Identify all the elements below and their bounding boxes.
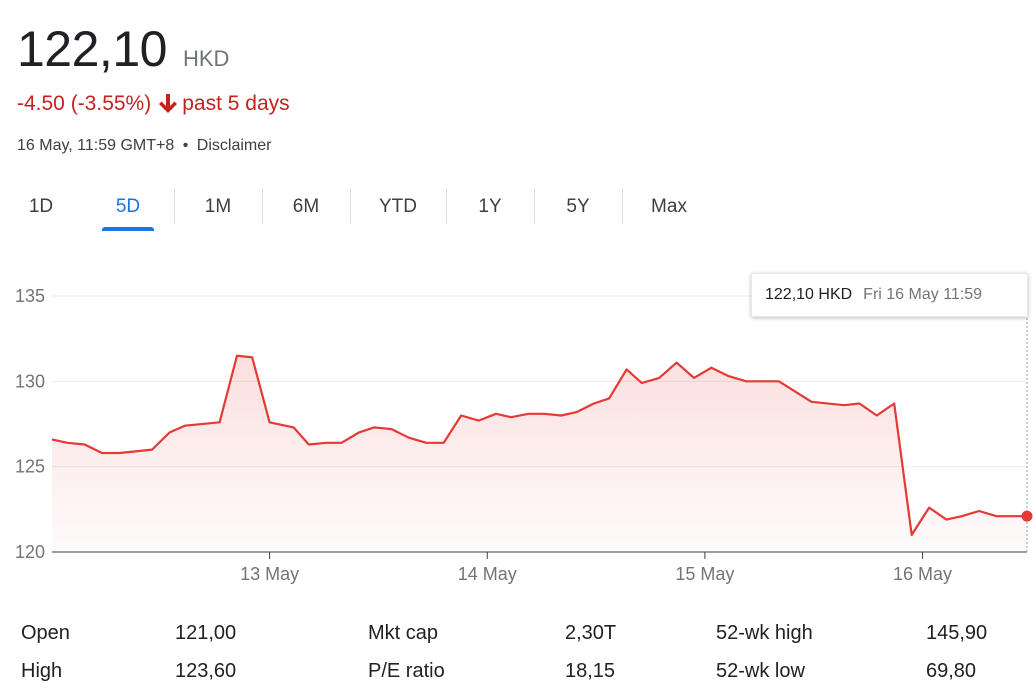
stat-label-high: High (21, 660, 63, 682)
stat-label-open: Open (21, 622, 70, 644)
price-chart[interactable]: 120 125 130 135 13 May 14 May 15 May 16 May (0, 250, 1035, 595)
tab-label: 1M (204, 196, 232, 217)
disclaimer-link[interactable]: Disclaimer (196, 137, 272, 154)
tab-max[interactable]: Max (622, 185, 716, 229)
stat-value-high: 123,60 (175, 660, 237, 682)
tab-6m[interactable]: 6M (262, 185, 350, 229)
stat-value-pe-ratio: 18,15 (565, 660, 616, 682)
quote-header: 122,10 HKD (17, 24, 229, 74)
chart-tooltip: 122,10 HKD Fri 16 May 11:59 (751, 273, 1028, 317)
tab-label: Max (651, 196, 687, 217)
price-series-line (51, 354, 1027, 536)
y-tick-label: 120 (15, 542, 45, 562)
tooltip-date: Fri 16 May 11:59 (863, 286, 983, 303)
stat-value-52wk-high: 145,90 (926, 622, 988, 644)
quote-timestamp: 16 May, 11:59 GMT+8 (17, 137, 175, 154)
y-tick-label: 130 (15, 371, 45, 391)
x-tick-label: 16 May (893, 564, 952, 584)
stat-value-mkt-cap: 2,30T (565, 622, 617, 644)
x-tick-label: 15 May (675, 564, 734, 584)
price-change: -4.50 (-3.55%) (17, 92, 152, 115)
price-area-fill (52, 355, 1027, 552)
tab-1d[interactable]: 1D (0, 185, 82, 229)
meta-separator: • (182, 137, 189, 154)
stat-value-open: 121,00 (175, 622, 237, 644)
stat-label-pe-ratio: P/E ratio (368, 660, 445, 682)
tab-label: 1D (28, 196, 54, 217)
arrow-down-icon (159, 94, 178, 113)
quote-meta: 16 May, 11:59 GMT+8 • Disclaimer (17, 137, 271, 155)
stat-value-52wk-low: 69,80 (926, 660, 977, 682)
tab-5d[interactable]: 5D (82, 185, 174, 231)
tab-1y[interactable]: 1Y (446, 185, 534, 229)
x-tick-label: 13 May (240, 564, 299, 584)
stat-label-52wk-high: 52-wk high (716, 622, 813, 644)
stat-label-mkt-cap: Mkt cap (368, 622, 439, 644)
range-tabs: 1D 5D 1M 6M YTD 1Y 5Y Max (0, 185, 716, 231)
tab-5y[interactable]: 5Y (534, 185, 622, 229)
current-price: 122,10 (17, 21, 167, 77)
currency-code: HKD (182, 46, 230, 71)
last-price-point (1021, 510, 1033, 522)
tab-label: YTD (379, 196, 417, 217)
key-stats: Open 121,00 High 123,60 Mkt cap 2,30T P/… (21, 618, 1031, 694)
tab-label: 1Y (478, 196, 502, 217)
price-chart-svg[interactable]: 120 125 130 135 13 May 14 May 15 May 16 May (0, 250, 1035, 595)
stat-label-52wk-low: 52-wk low (716, 660, 805, 682)
tab-label: 6M (292, 196, 320, 217)
tab-label: 5Y (566, 196, 590, 217)
x-tick-label: 14 May (458, 564, 517, 584)
tab-label: 5D (115, 196, 141, 217)
price-change-row: -4.50 (-3.55%) past 5 days (17, 92, 290, 116)
tab-1m[interactable]: 1M (174, 185, 262, 229)
tab-ytd[interactable]: YTD (350, 185, 446, 229)
y-tick-label: 135 (15, 286, 45, 306)
change-period: past 5 days (182, 92, 290, 115)
tooltip-value: 122,10 HKD (765, 286, 853, 303)
y-tick-label: 125 (15, 457, 45, 477)
